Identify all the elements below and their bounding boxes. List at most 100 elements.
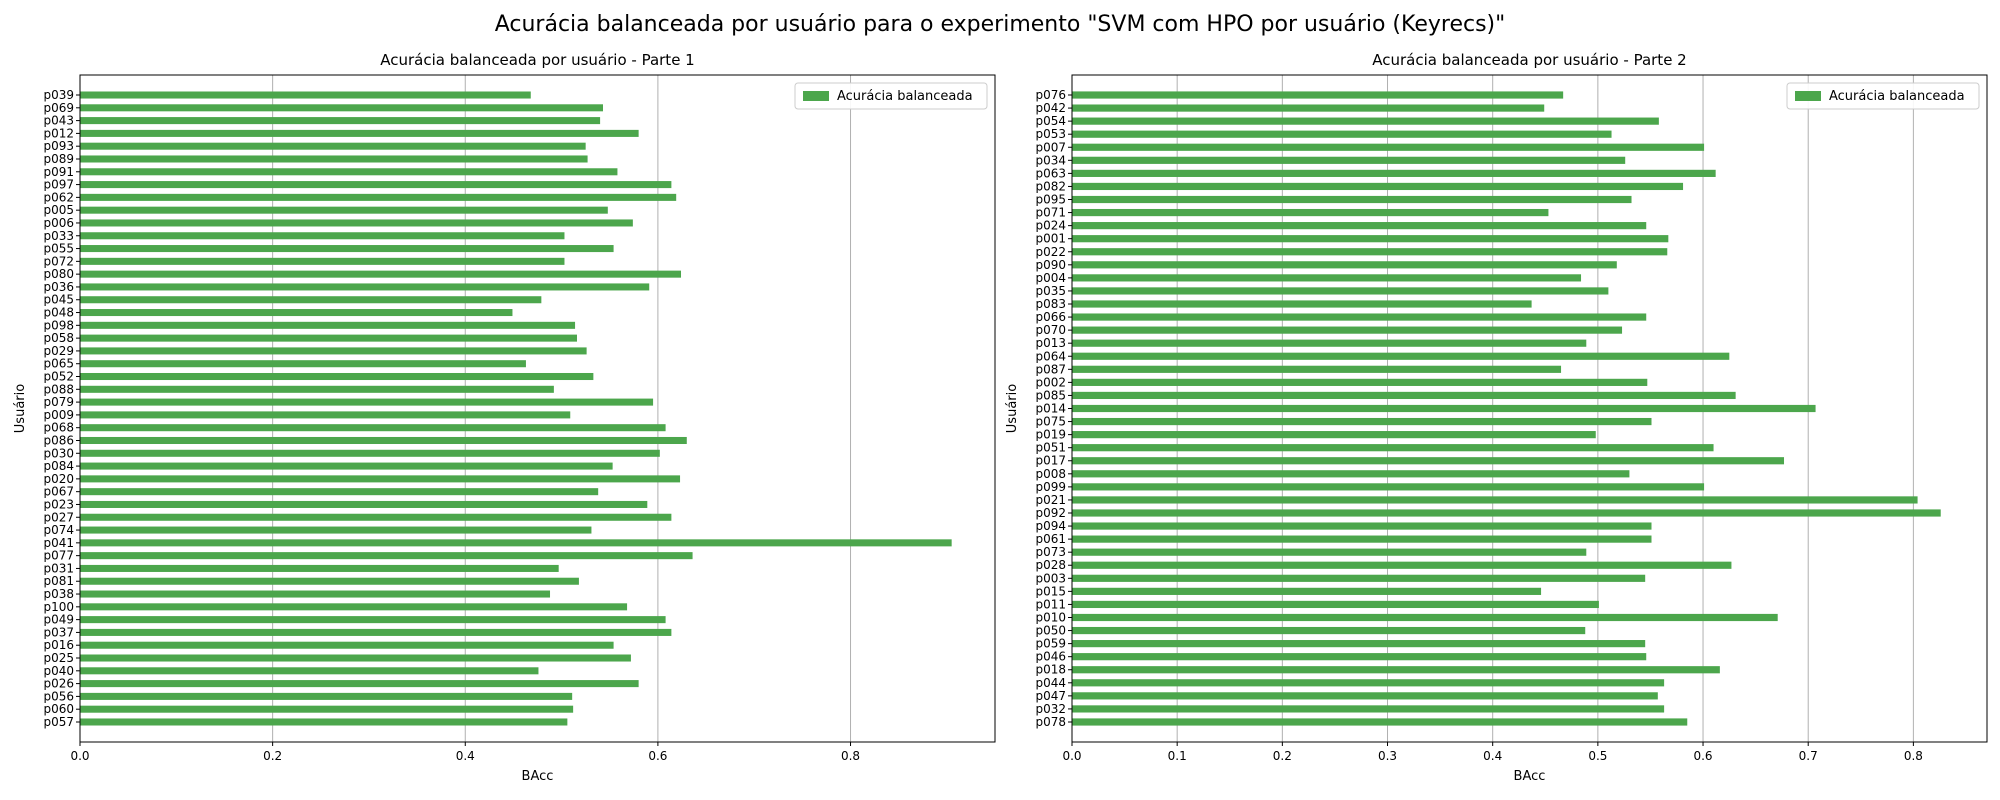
bar-p087 xyxy=(1072,365,1562,373)
bar-p054 xyxy=(1072,117,1659,125)
bar-p090 xyxy=(1072,261,1617,269)
y-tick-label: p016 xyxy=(43,638,74,652)
x-tick-label: 0.5 xyxy=(1588,749,1607,763)
bar-p008 xyxy=(1072,470,1630,478)
bar-p079 xyxy=(80,398,654,406)
y-tick-label: p050 xyxy=(1035,624,1066,638)
y-tick-label: p008 xyxy=(1035,467,1066,481)
bar-p010 xyxy=(1072,613,1778,622)
bar-p026 xyxy=(80,680,639,688)
x-tick-label: 0.0 xyxy=(1062,749,1081,763)
y-tick-label: p009 xyxy=(43,408,74,422)
y-tick-label: p078 xyxy=(1035,715,1066,729)
y-tick-label: p097 xyxy=(43,178,74,192)
bar-p004 xyxy=(1072,274,1582,282)
x-tick-label: 0.0 xyxy=(70,749,89,763)
y-tick-label: p081 xyxy=(43,574,74,588)
bar-p001 xyxy=(1072,235,1669,243)
y-tick-label: p007 xyxy=(1035,140,1066,154)
bar-p083 xyxy=(1072,300,1532,308)
y-tick-label: p027 xyxy=(43,510,74,524)
bar-p056 xyxy=(80,692,573,700)
y-tick-label: p040 xyxy=(43,664,74,678)
bar-p094 xyxy=(1072,522,1652,530)
bar-p032 xyxy=(1072,705,1665,713)
x-tick-label: 0.3 xyxy=(1378,749,1397,763)
y-tick-label: p014 xyxy=(1035,402,1066,416)
bar-p041 xyxy=(80,539,952,547)
bar-p011 xyxy=(1072,600,1599,609)
y-tick-label: p077 xyxy=(43,549,74,563)
x-tick-label: 0.8 xyxy=(841,749,860,763)
bar-p058 xyxy=(80,334,577,342)
y-tick-label: p048 xyxy=(43,306,74,320)
y-tick-label: p056 xyxy=(43,689,74,703)
bar-p057 xyxy=(80,718,568,726)
bar-p003 xyxy=(1072,574,1646,582)
bar-p005 xyxy=(80,206,608,214)
legend-label: Acurácia balanceada xyxy=(837,89,973,104)
bar-p016 xyxy=(80,641,614,649)
bar-p099 xyxy=(1072,483,1705,491)
y-tick-label: p013 xyxy=(1035,336,1066,350)
bar-p066 xyxy=(1072,313,1647,321)
bar-p034 xyxy=(1072,156,1626,164)
y-tick-label: p099 xyxy=(1035,480,1066,494)
y-tick-label: p091 xyxy=(43,165,74,179)
bar-p073 xyxy=(1072,548,1587,556)
y-tick-label: p055 xyxy=(43,242,74,256)
y-tick-label: p087 xyxy=(1035,362,1066,376)
subplot-title: Acurácia balanceada por usuário - Parte … xyxy=(380,51,694,69)
legend: Acurácia balanceada xyxy=(794,82,988,110)
legend-swatch xyxy=(803,91,829,101)
bar-p078 xyxy=(1072,718,1688,726)
x-tick-label: 0.6 xyxy=(1693,749,1712,763)
y-axis-label: Usuário xyxy=(1005,384,1020,433)
y-tick-label: p002 xyxy=(1035,375,1066,389)
bar-p091 xyxy=(80,168,618,176)
y-tick-label: p025 xyxy=(43,651,74,665)
bar-p081 xyxy=(80,577,579,585)
bar-p072 xyxy=(80,257,565,265)
y-tick-label: p039 xyxy=(43,88,74,102)
bar-p037 xyxy=(80,628,672,636)
y-tick-label: p072 xyxy=(43,254,74,268)
bar-p046 xyxy=(1072,653,1647,661)
figure-title: Acurácia balanceada por usuário para o e… xyxy=(494,12,1506,37)
bar-p064 xyxy=(1072,352,1730,360)
y-tick-label: p063 xyxy=(1035,166,1066,180)
y-tick-label: p010 xyxy=(1035,610,1066,624)
bar-p098 xyxy=(80,321,576,329)
bar-p063 xyxy=(1072,169,1716,177)
y-tick-label: p076 xyxy=(1035,88,1066,102)
y-tick-label: p065 xyxy=(43,357,74,371)
bar-p061 xyxy=(1072,535,1652,543)
bar-p080 xyxy=(80,270,682,278)
bar-p086 xyxy=(80,436,687,445)
legend-box xyxy=(794,82,988,110)
bar-p031 xyxy=(80,564,559,572)
y-tick-label: p004 xyxy=(1035,271,1066,285)
y-tick-label: p011 xyxy=(1035,597,1066,611)
bar-p050 xyxy=(1072,626,1586,635)
y-tick-label: p064 xyxy=(1035,349,1066,363)
y-tick-label: p053 xyxy=(1035,127,1066,141)
y-tick-label: p044 xyxy=(1035,676,1066,690)
bar-p093 xyxy=(80,142,586,150)
bar-p035 xyxy=(1072,287,1609,295)
y-tick-label: p094 xyxy=(1035,519,1066,533)
y-tick-label: p100 xyxy=(43,600,74,614)
y-tick-label: p051 xyxy=(1035,441,1066,455)
y-tick-label: p079 xyxy=(43,395,74,409)
y-tick-label: p022 xyxy=(1035,245,1066,259)
y-tick-label: p075 xyxy=(1035,415,1066,429)
bar-p045 xyxy=(80,296,542,304)
bar-p092 xyxy=(1072,509,1941,517)
subplot-2: p076p042p054p053p007p034p063p082p095p071… xyxy=(1005,51,1988,784)
bar-p039 xyxy=(80,91,531,99)
bar-p100 xyxy=(80,603,628,611)
bar-p042 xyxy=(1072,104,1545,112)
bar-p018 xyxy=(1072,666,1720,674)
y-tick-label: p005 xyxy=(43,203,74,217)
bar-p002 xyxy=(1072,378,1648,386)
